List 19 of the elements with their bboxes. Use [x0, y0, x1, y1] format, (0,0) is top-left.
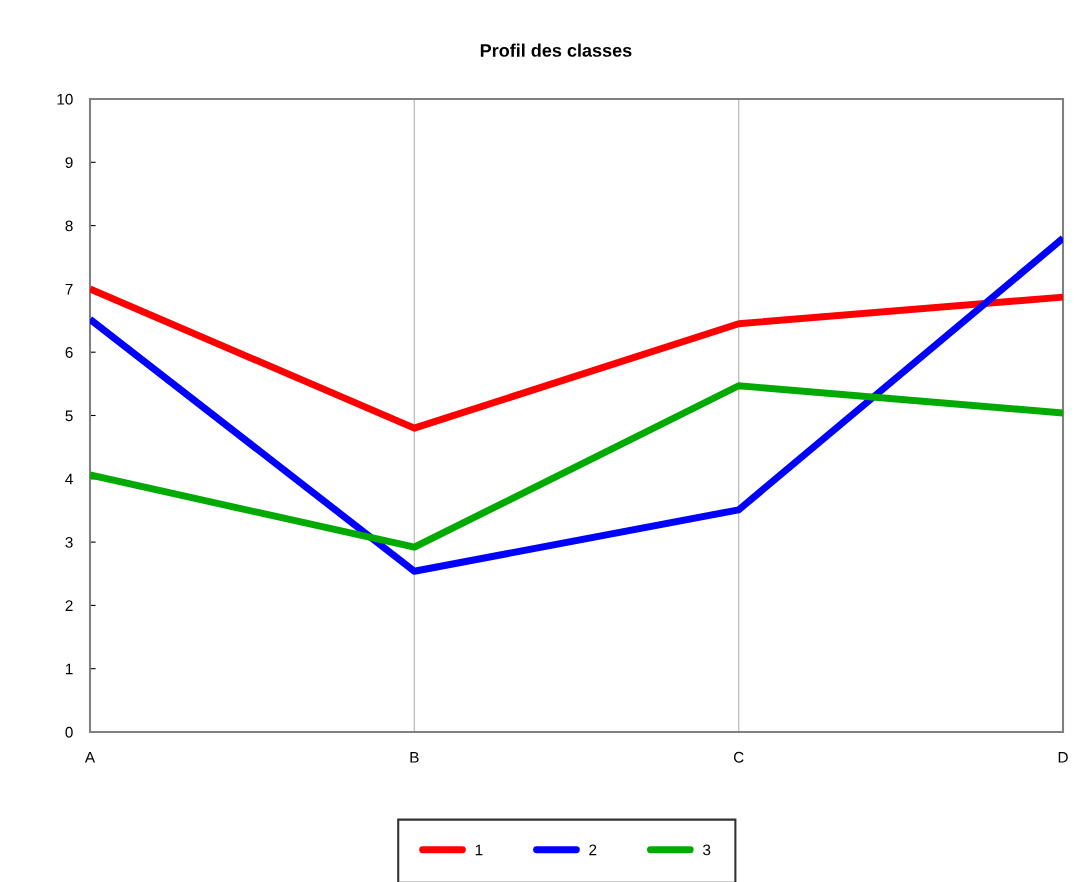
y-tick-label: 9 [65, 157, 73, 168]
y-tick-label: 10 [57, 93, 73, 105]
x-tick-label: B [410, 752, 419, 763]
y-tick-label: 3 [65, 536, 73, 548]
legend-label: 2 [589, 844, 597, 856]
x-tick-label: C [733, 751, 744, 763]
y-tick-label: 0 [65, 726, 73, 738]
y-tick-label: 4 [65, 473, 73, 485]
legend-label: 1 [475, 844, 483, 856]
x-tick-label: A [84, 752, 96, 763]
y-tick-label: 7 [65, 283, 73, 295]
x-tick-label: D [1058, 752, 1068, 763]
y-tick-label: 2 [65, 600, 73, 611]
y-tick-label: 8 [65, 220, 73, 232]
chart-title: Profil des classes [480, 43, 632, 57]
y-tick-label: 1 [66, 663, 73, 675]
y-tick-label: 5 [65, 410, 73, 422]
y-tick-label: 6 [65, 347, 73, 358]
legend-label: 3 [703, 844, 711, 856]
